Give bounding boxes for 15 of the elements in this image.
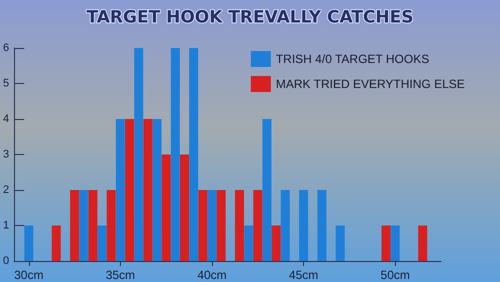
y-tick-label: 5	[2, 78, 10, 90]
chart-title: TARGET HOOK TREVALLY CATCHES	[86, 8, 414, 28]
y-tick-label: 1	[2, 220, 10, 232]
y-tick-label: 6	[2, 42, 10, 54]
x-tick-label: 35cm	[106, 268, 136, 282]
legend-label: TRISH 4/0 TARGET HOOKS	[276, 52, 430, 66]
legend-label: MARK TRIED EVERYTHING ELSE	[276, 77, 465, 91]
x-tick-label: 50cm	[380, 268, 410, 282]
y-tick-label: 2	[2, 184, 10, 196]
x-tick-label: 45cm	[288, 268, 318, 282]
x-tick-label: 40cm	[197, 268, 227, 282]
y-tick-label: 4	[2, 113, 10, 125]
x-tick-label: 30cm	[14, 268, 44, 282]
y-tick-label: 3	[2, 148, 10, 160]
y-tick-label: 0	[2, 255, 10, 267]
